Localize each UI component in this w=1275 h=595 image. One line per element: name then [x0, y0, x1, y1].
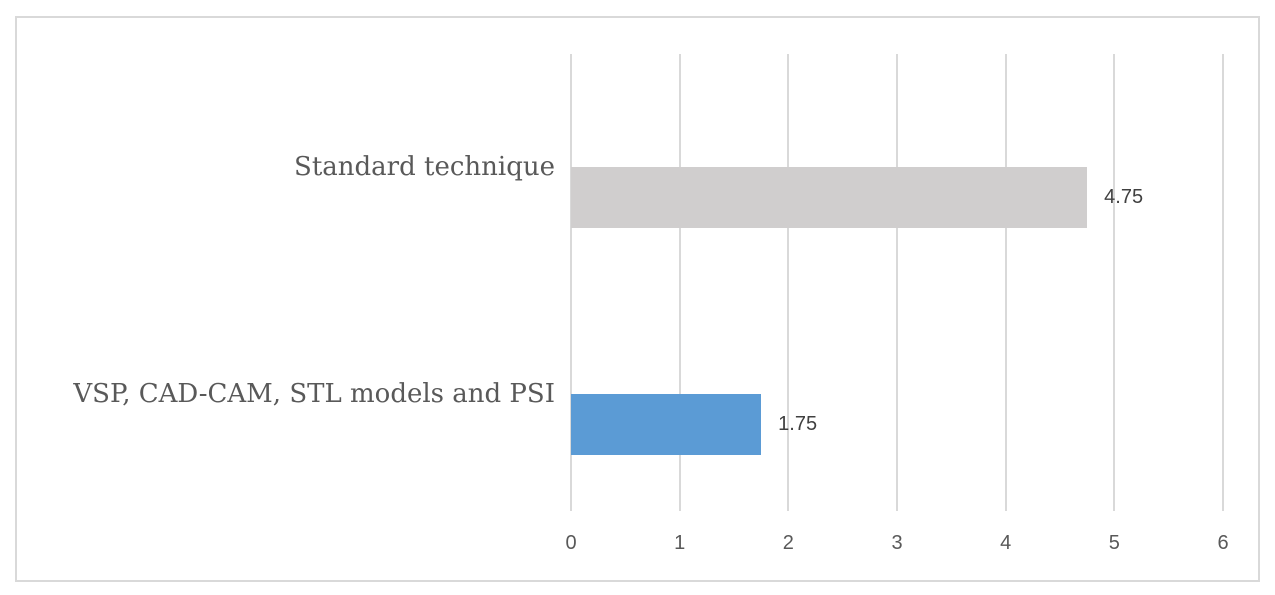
x-axis-tick-label: 3 — [891, 532, 903, 554]
bar-standard-technique — [571, 167, 1088, 229]
gridline — [570, 54, 572, 511]
gridline — [1113, 54, 1116, 511]
gridline — [1004, 54, 1007, 511]
bar-value-label: 1.75 — [778, 412, 818, 435]
bar-value-label: 4.75 — [1104, 186, 1144, 209]
gridline — [787, 54, 790, 511]
x-axis-tick-label: 0 — [565, 532, 577, 554]
category-axis-label: Standard technique — [294, 152, 555, 183]
chart-frame: 0 1 2 3 4 5 6 4.75 Standard technique 1.75 VSP, CA… — [15, 16, 1260, 582]
x-axis-tick-label: 1 — [674, 532, 686, 554]
plot-area: 0 1 2 3 4 5 6 4.75 Standard technique 1.75 VSP, CA… — [73, 54, 1229, 554]
x-axis-tick-label: 2 — [782, 532, 794, 554]
x-axis-tick-label: 6 — [1217, 532, 1229, 554]
gridline — [896, 54, 898, 511]
x-axis-tick-label: 4 — [1000, 532, 1012, 554]
gridline — [678, 54, 681, 511]
category-axis-label: VSP, CAD-CAM, STL models and PSI — [73, 378, 555, 409]
gridline — [1222, 54, 1224, 511]
x-axis-tick-label: 5 — [1108, 532, 1120, 554]
bar-vsp-cad-cam — [571, 393, 762, 455]
